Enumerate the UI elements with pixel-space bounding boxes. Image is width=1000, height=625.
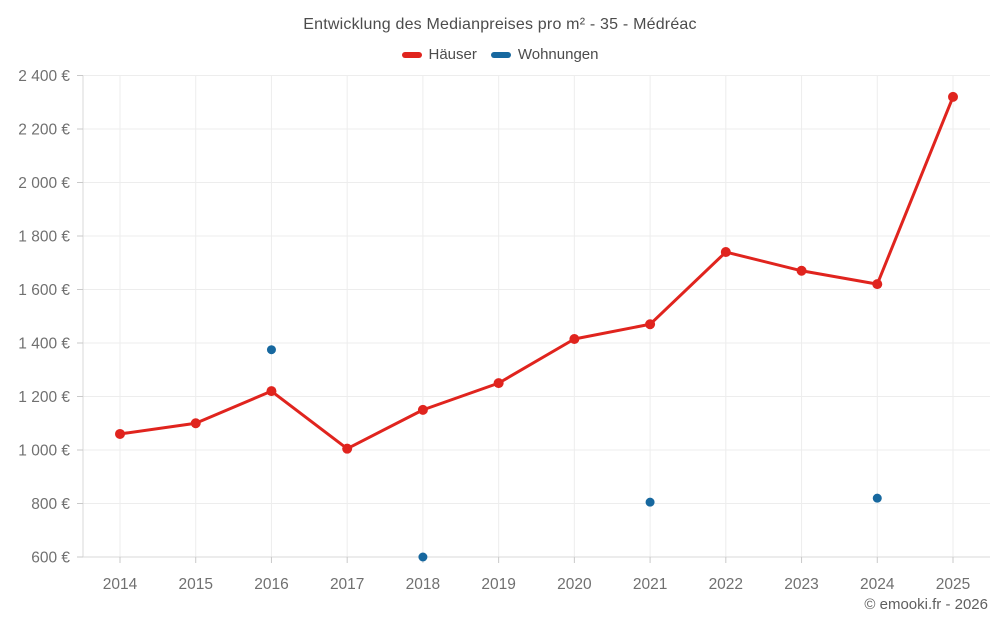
data-point-häuser-2025[interactable] — [948, 91, 958, 102]
y-tick-label-1600: 1 600 € — [18, 282, 70, 299]
legend-swatch-haeuser-icon — [401, 51, 422, 58]
x-tick-label-2021: 2021 — [633, 576, 667, 593]
data-point-häuser-2015[interactable] — [190, 418, 201, 429]
chart-title: Entwicklung des Medianpreises pro m² - 3… — [303, 16, 697, 33]
data-point-häuser-2016[interactable] — [266, 386, 277, 397]
x-tick-label-2023: 2023 — [784, 576, 818, 593]
data-point-häuser-2022[interactable] — [720, 247, 731, 258]
data-point-häuser-2024[interactable] — [872, 279, 883, 290]
data-point-häuser-2017[interactable] — [342, 443, 353, 454]
series-line-0 — [118, 95, 955, 451]
x-tick-label-2016: 2016 — [254, 576, 288, 593]
legend-label-wohnungen: Wohnungen — [517, 46, 599, 63]
y-tick-label-800: 800 € — [31, 496, 70, 513]
legend-item-haeuser[interactable]: Häuser — [401, 46, 477, 63]
y-tick-label-1200: 1 200 € — [18, 389, 70, 406]
y-tick-label-1800: 1 800 € — [18, 229, 70, 246]
copyright-note: © emooki.fr - 2026 — [864, 596, 988, 613]
data-point-wohnungen-2024[interactable] — [872, 493, 882, 503]
data-point-häuser-2023[interactable] — [796, 265, 807, 276]
x-tick-label-2017: 2017 — [330, 576, 364, 593]
data-point-wohnungen-2021[interactable] — [645, 497, 655, 507]
x-tick-label-2019: 2019 — [481, 576, 515, 593]
y-tick-label-2000: 2 000 € — [18, 175, 70, 192]
x-tick-label-2018: 2018 — [406, 576, 440, 593]
data-point-häuser-2019[interactable] — [493, 378, 504, 389]
data-point-häuser-2014[interactable] — [115, 428, 125, 439]
y-tick-label-2200: 2 200 € — [18, 122, 70, 139]
y-tick-label-1000: 1 000 € — [18, 443, 70, 460]
x-tick-label-2014: 2014 — [103, 576, 138, 593]
x-tick-label-2020: 2020 — [557, 576, 592, 593]
legend-swatch-wohnungen-icon — [490, 51, 511, 58]
legend-item-wohnungen[interactable]: Wohnungen — [490, 46, 599, 63]
data-point-wohnungen-2018[interactable] — [418, 552, 428, 562]
legend: Häuser Wohnungen — [0, 46, 1000, 63]
y-tick-label-1400: 1 400 € — [18, 336, 70, 353]
x-tick-label-2025: 2025 — [936, 576, 970, 593]
data-point-häuser-2021[interactable] — [645, 319, 656, 330]
data-point-häuser-2018[interactable] — [417, 404, 428, 415]
data-point-wohnungen-2016[interactable] — [266, 345, 276, 355]
x-tick-label-2024: 2024 — [860, 576, 895, 593]
legend-label-haeuser: Häuser — [428, 46, 477, 63]
x-tick-label-2022: 2022 — [709, 576, 743, 593]
y-tick-label-2400: 2 400 € — [18, 68, 70, 85]
data-point-häuser-2020[interactable] — [569, 333, 580, 344]
y-tick-label-600: 600 € — [31, 550, 70, 567]
x-tick-label-2015: 2015 — [178, 576, 212, 593]
